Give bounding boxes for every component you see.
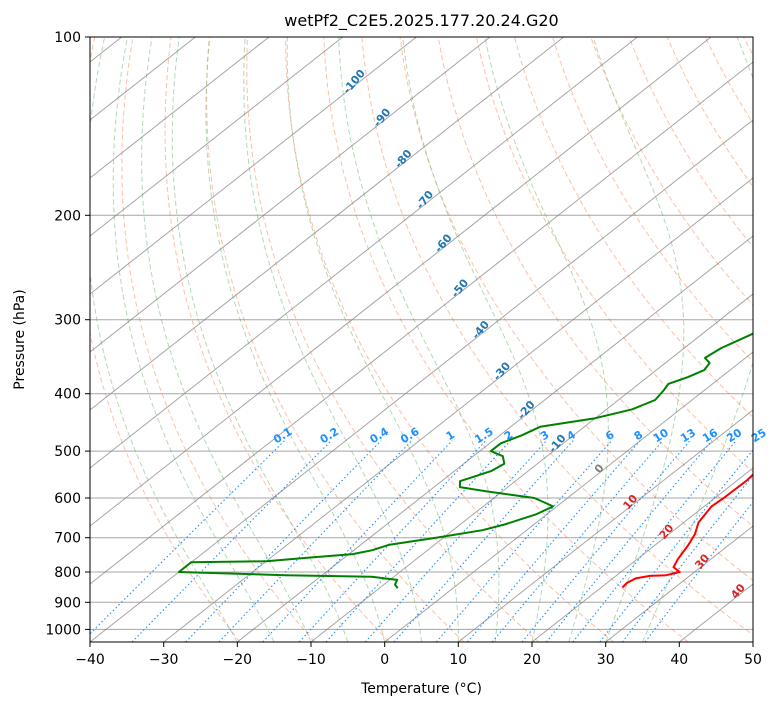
- x-tick-label: 40: [670, 652, 688, 668]
- x-tick-label: −10: [296, 652, 326, 668]
- x-tick-label: 10: [449, 652, 467, 668]
- y-axis-label: Pressure (hPa): [12, 289, 28, 389]
- y-tick-label: 200: [54, 208, 81, 224]
- x-tick-label: 20: [523, 652, 541, 668]
- y-tick-label: 1000: [45, 622, 81, 638]
- y-tick-label: 400: [54, 387, 81, 403]
- x-tick-label: −40: [75, 652, 105, 668]
- y-tick-label: 300: [54, 313, 81, 329]
- x-tick-label: 0: [380, 652, 389, 668]
- y-tick-label: 700: [54, 531, 81, 547]
- y-tick-label: 900: [54, 595, 81, 611]
- y-tick-label: 800: [54, 565, 81, 581]
- y-tick-label: 100: [54, 30, 81, 46]
- x-tick-label: −20: [223, 652, 253, 668]
- y-tick-label: 600: [54, 491, 81, 507]
- chart-title: wetPf2_C2E5.2025.177.20.24.G20: [284, 11, 558, 31]
- x-tick-label: 50: [744, 652, 762, 668]
- x-tick-label: 30: [597, 652, 615, 668]
- y-tick-label: 500: [54, 444, 81, 460]
- x-tick-label: −30: [149, 652, 179, 668]
- x-axis-label: Temperature (°C): [360, 681, 482, 697]
